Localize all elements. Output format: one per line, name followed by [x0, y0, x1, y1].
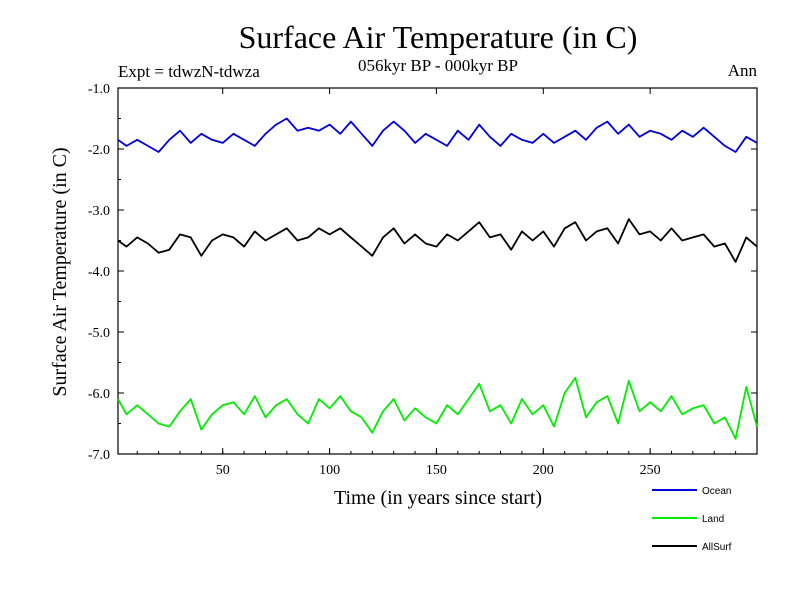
x-tick-label: 100: [319, 463, 340, 478]
legend-label-allsurf: AllSurf: [702, 542, 732, 553]
y-tick-label: -3.0: [88, 204, 110, 219]
y-tick-label: -1.0: [88, 82, 110, 97]
x-tick-label: 250: [640, 463, 661, 478]
y-axis-ticks: -1.0 -2.0 -3.0 -4.0 -5.0 -6.0 -7.0: [88, 82, 757, 463]
series-line-land: [117, 376, 758, 440]
x-axis-label: Time (in years since start): [334, 487, 542, 509]
experiment-label: Expt = tdwzN-tdwza: [118, 62, 260, 81]
series-line-ocean: [117, 117, 758, 153]
chart-title: Surface Air Temperature (in C): [239, 19, 638, 55]
plot-frame: [117, 87, 758, 455]
y-tick-label: -2.0: [88, 143, 110, 158]
y-axis-label: Surface Air Temperature (in C): [49, 147, 71, 396]
x-tick-label: 150: [426, 463, 447, 478]
y-tick-label: -4.0: [88, 265, 110, 280]
y-tick-label: -5.0: [88, 326, 110, 341]
y-tick-label: -6.0: [88, 387, 110, 402]
x-axis-ticks: 50 100 150 200 250: [136, 88, 737, 478]
legend-label-ocean: Ocean: [702, 486, 731, 497]
x-tick-label: 200: [533, 463, 554, 478]
series-layer: [117, 117, 758, 440]
season-label: Ann: [728, 61, 758, 80]
y-tick-label: -7.0: [88, 448, 110, 463]
chart-subtitle: 056kyr BP - 000kyr BP: [358, 56, 518, 75]
legend: Ocean Land AllSurf: [652, 486, 732, 553]
x-tick-label: 50: [216, 463, 230, 478]
series-line-allsurf: [117, 218, 758, 263]
legend-label-land: Land: [702, 514, 724, 525]
